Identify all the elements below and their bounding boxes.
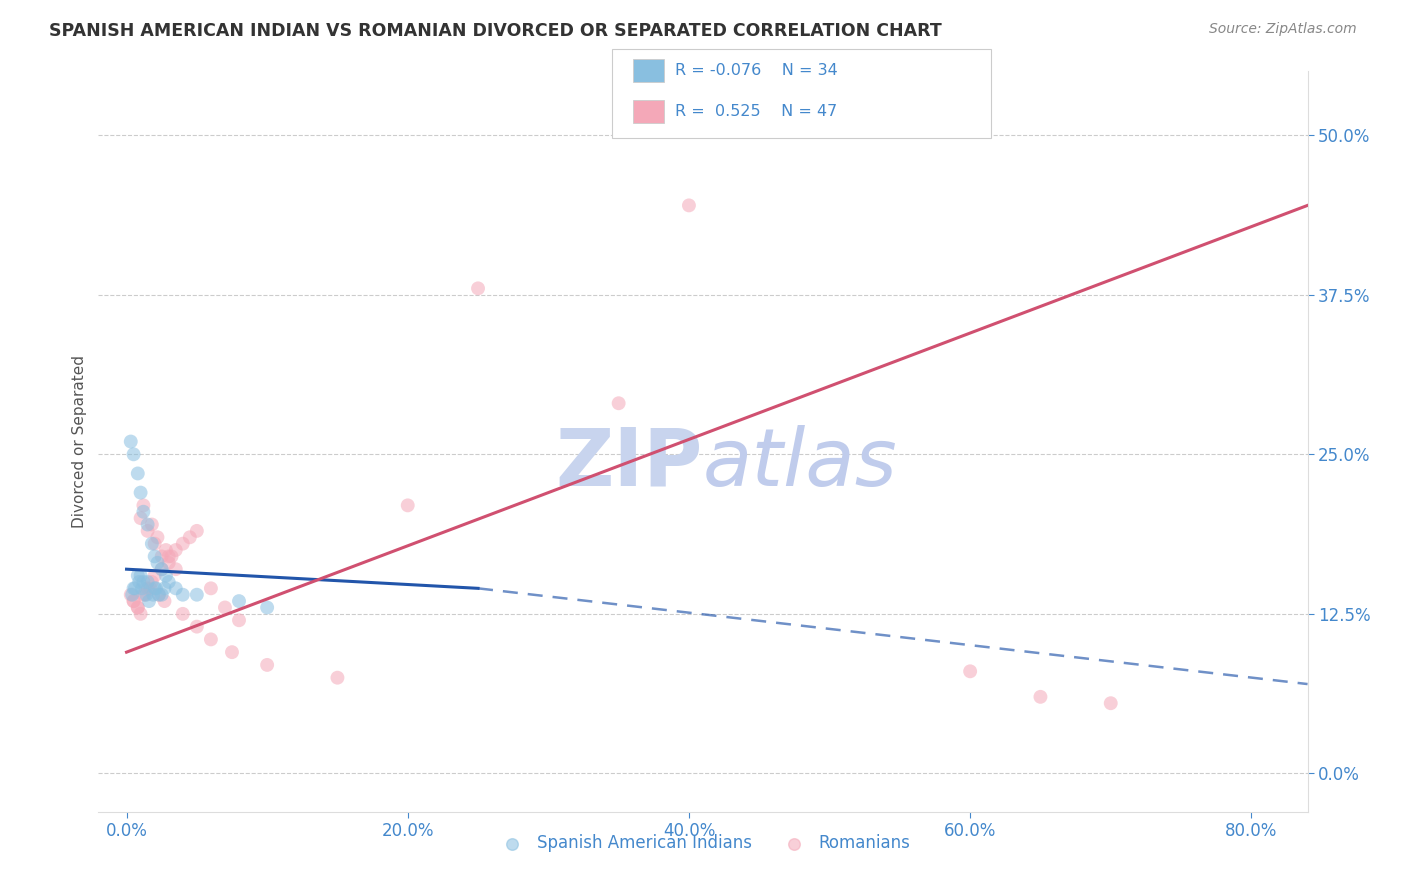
Point bbox=[155, 543, 177, 558]
Point bbox=[141, 536, 163, 550]
Point bbox=[131, 582, 153, 596]
Point bbox=[150, 562, 173, 576]
Point bbox=[122, 594, 145, 608]
Point bbox=[467, 281, 489, 295]
Point bbox=[157, 549, 180, 564]
Point bbox=[146, 556, 169, 570]
Point bbox=[607, 396, 630, 410]
Point bbox=[138, 594, 160, 608]
Point bbox=[143, 549, 166, 564]
Point bbox=[120, 588, 142, 602]
Point bbox=[148, 588, 170, 602]
Point bbox=[127, 467, 149, 481]
Point bbox=[141, 517, 163, 532]
Point bbox=[396, 499, 419, 513]
Point bbox=[143, 582, 166, 596]
Point bbox=[150, 549, 173, 564]
Point bbox=[132, 499, 155, 513]
Point bbox=[256, 600, 278, 615]
Point bbox=[132, 505, 155, 519]
Point bbox=[142, 588, 165, 602]
Point bbox=[129, 568, 152, 582]
Point bbox=[165, 543, 187, 558]
Point bbox=[141, 574, 163, 589]
Text: Source: ZipAtlas.com: Source: ZipAtlas.com bbox=[1209, 22, 1357, 37]
Point bbox=[157, 556, 180, 570]
Legend: Spanish American Indians, Romanians: Spanish American Indians, Romanians bbox=[489, 828, 917, 859]
Point bbox=[165, 582, 187, 596]
Point bbox=[121, 588, 143, 602]
Point bbox=[148, 588, 170, 602]
Point bbox=[165, 562, 187, 576]
Point bbox=[122, 582, 145, 596]
Text: SPANISH AMERICAN INDIAN VS ROMANIAN DIVORCED OR SEPARATED CORRELATION CHART: SPANISH AMERICAN INDIAN VS ROMANIAN DIVO… bbox=[49, 22, 942, 40]
Point bbox=[150, 588, 173, 602]
Point bbox=[228, 613, 250, 627]
Point bbox=[146, 530, 169, 544]
Point bbox=[120, 434, 142, 449]
Text: atlas: atlas bbox=[703, 425, 898, 503]
Point bbox=[122, 594, 145, 608]
Point bbox=[129, 511, 152, 525]
Point bbox=[228, 594, 250, 608]
Point bbox=[143, 568, 166, 582]
Point bbox=[129, 485, 152, 500]
Point bbox=[172, 588, 194, 602]
Point bbox=[127, 568, 149, 582]
Point bbox=[155, 568, 177, 582]
Point bbox=[132, 574, 155, 589]
Point bbox=[200, 582, 222, 596]
Point bbox=[129, 607, 152, 621]
Point bbox=[959, 665, 981, 679]
Point bbox=[160, 549, 183, 564]
Point bbox=[172, 607, 194, 621]
Point bbox=[134, 588, 156, 602]
Text: R = -0.076    N = 34: R = -0.076 N = 34 bbox=[675, 63, 838, 78]
Point bbox=[1029, 690, 1052, 704]
Point bbox=[157, 574, 180, 589]
Point bbox=[132, 588, 155, 602]
Point bbox=[326, 671, 349, 685]
Point bbox=[214, 600, 236, 615]
Point bbox=[136, 517, 159, 532]
Point bbox=[127, 600, 149, 615]
Point bbox=[128, 574, 150, 589]
Text: ZIP: ZIP bbox=[555, 425, 703, 503]
Point bbox=[678, 198, 700, 212]
Point bbox=[200, 632, 222, 647]
Point bbox=[143, 536, 166, 550]
Point bbox=[124, 582, 146, 596]
Y-axis label: Divorced or Separated: Divorced or Separated bbox=[72, 355, 87, 528]
Point bbox=[172, 536, 194, 550]
Point bbox=[186, 524, 208, 538]
Point bbox=[145, 582, 167, 596]
Point bbox=[153, 594, 176, 608]
Text: R =  0.525    N = 47: R = 0.525 N = 47 bbox=[675, 104, 837, 119]
Point bbox=[1099, 696, 1122, 710]
Point bbox=[221, 645, 243, 659]
Point bbox=[136, 524, 159, 538]
Point bbox=[127, 600, 149, 615]
Point bbox=[122, 447, 145, 461]
Point bbox=[150, 562, 173, 576]
Point bbox=[179, 530, 201, 544]
Point bbox=[153, 582, 176, 596]
Point bbox=[186, 619, 208, 633]
Point bbox=[139, 582, 162, 596]
Point bbox=[136, 582, 159, 596]
Point bbox=[186, 588, 208, 602]
Point bbox=[136, 574, 159, 589]
Point bbox=[135, 588, 157, 602]
Point bbox=[256, 657, 278, 672]
